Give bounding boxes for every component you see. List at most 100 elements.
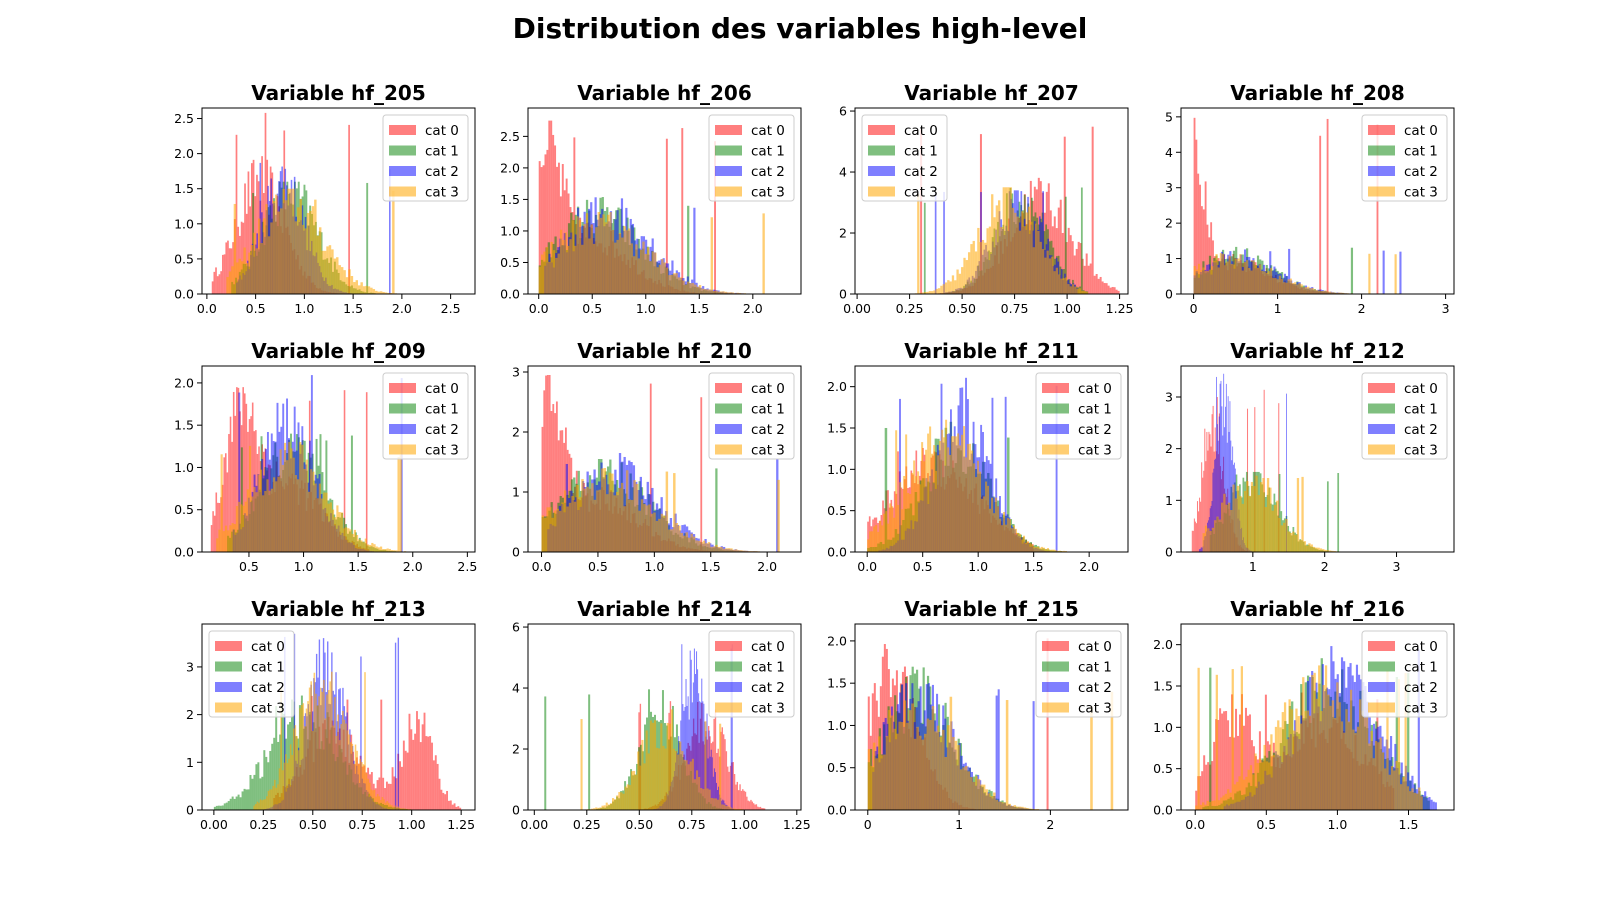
histogram-bar xyxy=(967,444,970,552)
histogram-bar xyxy=(967,771,971,810)
histogram-bar xyxy=(703,703,705,810)
histogram-bar xyxy=(376,794,379,810)
histogram-bar xyxy=(1200,206,1203,294)
histogram-bar xyxy=(213,806,216,810)
histogram-bar xyxy=(1197,173,1200,294)
histogram-bar xyxy=(597,807,600,810)
histogram-bar xyxy=(389,804,392,810)
y-tick-label: 0.0 xyxy=(174,287,194,302)
histogram-bar xyxy=(382,777,385,810)
x-tick-label: 1.0 xyxy=(636,301,656,316)
histogram-bar xyxy=(710,749,712,810)
histogram-bar xyxy=(1272,755,1275,810)
legend-label: cat 3 xyxy=(1404,185,1438,201)
y-tick-label: 6 xyxy=(512,620,520,635)
histogram-bar xyxy=(264,112,267,294)
histogram-bar xyxy=(287,188,290,294)
histogram-bar xyxy=(885,735,889,810)
histogram-bar xyxy=(1051,256,1054,294)
y-tick-label: 1.0 xyxy=(827,462,847,477)
histogram-bar xyxy=(1379,737,1382,810)
histogram-bar xyxy=(1197,263,1201,294)
histogram-bar xyxy=(310,469,313,552)
histogram-bar xyxy=(980,424,983,552)
histogram-bar xyxy=(243,788,246,810)
histogram-bar xyxy=(416,711,418,810)
histogram-bar xyxy=(1014,212,1017,294)
histogram-bar xyxy=(266,479,269,552)
histogram-bar xyxy=(943,191,945,294)
histogram-bar xyxy=(738,808,741,810)
legend-swatch xyxy=(1368,424,1395,434)
histogram-bar xyxy=(684,284,688,294)
figure-title: Distribution des variables high-level xyxy=(512,12,1088,45)
histogram-bar xyxy=(614,799,617,810)
histogram-bar xyxy=(965,457,968,552)
histogram-bar xyxy=(1000,802,1004,810)
histogram-bar xyxy=(559,229,563,294)
histogram-bar xyxy=(661,258,664,294)
histogram-bar xyxy=(244,501,247,552)
histogram-bar xyxy=(395,778,398,810)
histogram-bar xyxy=(571,220,575,294)
histogram-bar xyxy=(311,730,314,810)
histogram-bar xyxy=(1062,278,1065,294)
histogram-bar xyxy=(751,801,754,810)
histogram-bar xyxy=(538,161,541,294)
histogram-bar xyxy=(947,725,950,810)
histogram-bar xyxy=(284,200,288,294)
histogram-bar xyxy=(1304,287,1308,294)
histogram-bar xyxy=(628,499,631,552)
histogram-bar xyxy=(410,729,413,810)
histogram-bar xyxy=(267,762,270,810)
series-cat-3 xyxy=(867,419,1067,552)
histogram-bar xyxy=(1269,487,1272,552)
histogram-bar xyxy=(1368,743,1371,810)
histogram-bar xyxy=(724,291,728,294)
legend-swatch xyxy=(1368,444,1395,455)
histogram-bar xyxy=(291,699,293,810)
histogram-bar xyxy=(681,128,684,294)
bars xyxy=(867,638,1114,810)
histogram-bar xyxy=(891,506,894,552)
legend-swatch xyxy=(715,166,742,176)
histogram-bar xyxy=(346,730,349,810)
histogram-bar xyxy=(231,266,234,294)
histogram-bar xyxy=(1394,254,1397,294)
plot-frame xyxy=(854,107,1129,295)
histogram-bar xyxy=(257,762,260,810)
histogram-bar xyxy=(935,470,938,552)
histogram-bar xyxy=(231,796,234,810)
histogram-bar xyxy=(720,291,723,294)
histogram-bar xyxy=(633,480,636,552)
histogram-bar xyxy=(727,548,731,552)
y-tick-label: 2.0 xyxy=(174,146,194,161)
histogram-bar xyxy=(1276,500,1279,552)
histogram-bar xyxy=(705,543,708,552)
histogram-bar xyxy=(1023,535,1026,552)
histogram-bar xyxy=(875,758,879,810)
histogram-bar xyxy=(281,464,284,552)
histogram-bar xyxy=(709,756,711,810)
histogram-bar xyxy=(327,690,330,810)
histogram-bar xyxy=(293,728,295,810)
histogram-bar xyxy=(982,432,984,552)
histogram-bar xyxy=(213,271,216,294)
histogram-bar xyxy=(389,169,391,294)
x-tick-label: 0.0 xyxy=(529,301,549,316)
histogram-bar xyxy=(260,243,263,294)
histogram-bar xyxy=(249,206,251,294)
histogram-bar xyxy=(1253,486,1256,552)
plot-frame xyxy=(201,365,476,553)
histogram-bar xyxy=(1005,524,1008,552)
histogram-bar xyxy=(1246,715,1249,810)
histogram-bar xyxy=(1059,199,1062,294)
histogram-bar xyxy=(628,784,631,810)
histogram-bar xyxy=(248,252,251,294)
histogram-bar xyxy=(545,246,549,294)
histogram-bar xyxy=(1018,230,1022,294)
legend-label: cat 2 xyxy=(425,422,459,438)
histogram-bar xyxy=(929,720,932,810)
histogram-bar xyxy=(262,799,265,810)
